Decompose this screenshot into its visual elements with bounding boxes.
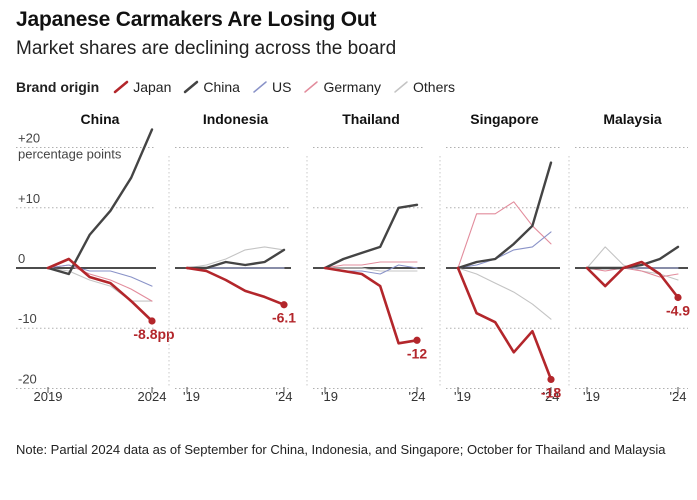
series-line-china-thailand: [323, 203, 419, 270]
series-line-japan-thailand: [323, 266, 419, 345]
small-multiples-chart: +20 +10 0 -10 -20 percentage points China 2019 2…: [16, 111, 690, 404]
series-line-others-china: [47, 267, 153, 302]
x-tick-label: 2024: [138, 389, 167, 404]
legend-swatch-china: [184, 80, 199, 94]
japan-end-label: -12: [407, 345, 427, 361]
y-tick-label: 0: [18, 251, 25, 266]
y-tick-label: +10: [18, 191, 40, 206]
series-line-germany-singapore: [457, 201, 552, 269]
chart-subtitle: Market shares are declining across the b…: [16, 38, 397, 59]
chart-title: Japanese Carmakers Are Losing Out: [16, 8, 377, 31]
legend-swatch-us: [253, 81, 267, 93]
series-line-germany-thailand: [324, 261, 418, 269]
japan-endpoint-dot: [674, 293, 682, 302]
legend-label-germany: Germany: [323, 79, 382, 95]
legend-label-us: US: [271, 79, 292, 95]
japan-end-label: -8.8pp: [133, 326, 174, 342]
japan-endpoint-dot: [547, 375, 555, 384]
panel-title-malaysia: Malaysia: [603, 111, 662, 127]
series-line-china-indonesia: [185, 248, 286, 270]
x-tick-label: '24: [670, 389, 687, 404]
legend-swatch-japan: [113, 80, 129, 94]
series-line-japan-indonesia: [185, 266, 286, 307]
legend-entry-us: US: [252, 79, 291, 95]
legend-swatch-others: [394, 81, 408, 93]
panel-title-china: China: [81, 111, 120, 127]
y-tick-label: +20: [18, 131, 40, 146]
panel-title-singapore: Singapore: [470, 111, 539, 127]
x-tick-label: '24: [276, 389, 293, 404]
series-line-us-singapore: [457, 231, 552, 269]
japan-endpoint-dot: [148, 317, 156, 325]
y-unit-label: percentage points: [18, 147, 122, 162]
y-tick-label: -10: [18, 311, 37, 326]
series-line-others-thailand: [324, 267, 418, 272]
footnote: Note: Partial 2024 data as of September …: [16, 442, 666, 457]
series-line-japan-china: [46, 257, 154, 323]
x-tick-label: '24: [543, 389, 560, 404]
series-line-others-malaysia: [586, 246, 679, 281]
legend-label-china: China: [203, 79, 240, 95]
legend-swatch-germany: [304, 81, 319, 93]
series-line-china-singapore: [456, 161, 553, 270]
legend: Brand origin Japan China US Germany Othe…: [16, 79, 467, 95]
legend-entry-germany: Germany: [303, 79, 381, 95]
legend-entry-japan: Japan: [113, 79, 171, 95]
legend-label-japan: Japan: [133, 79, 172, 95]
x-tick-label: '24: [409, 389, 426, 404]
series-line-japan-singapore: [456, 266, 553, 381]
x-tick-label: '19: [321, 389, 338, 404]
series-line-others-indonesia: [186, 246, 285, 269]
panel-title-thailand: Thailand: [342, 111, 400, 127]
series-line-us-china: [47, 264, 153, 287]
series-line-others-singapore: [457, 267, 552, 320]
series-line-china-malaysia: [585, 245, 680, 270]
legend-entry-china: China: [183, 79, 240, 95]
x-tick-label: 2019: [34, 389, 63, 404]
series-line-china-china: [46, 128, 154, 276]
japan-end-label: -6.1: [272, 310, 296, 326]
series-line-japan-malaysia: [585, 260, 680, 299]
x-tick-label: '19: [183, 389, 200, 404]
x-tick-label: '19: [454, 389, 471, 404]
japan-endpoint-dot: [413, 336, 421, 344]
japan-endpoint-dot: [280, 301, 288, 309]
y-tick-label: -20: [18, 371, 37, 386]
japan-end-label: -18: [541, 384, 561, 400]
legend-label-others: Others: [413, 79, 456, 95]
legend-entry-others: Others: [393, 79, 455, 95]
panel-title-indonesia: Indonesia: [203, 111, 269, 127]
legend-title: Brand origin: [16, 79, 100, 95]
x-tick-label: '19: [583, 389, 600, 404]
japan-end-label: -4.9: [666, 303, 690, 319]
